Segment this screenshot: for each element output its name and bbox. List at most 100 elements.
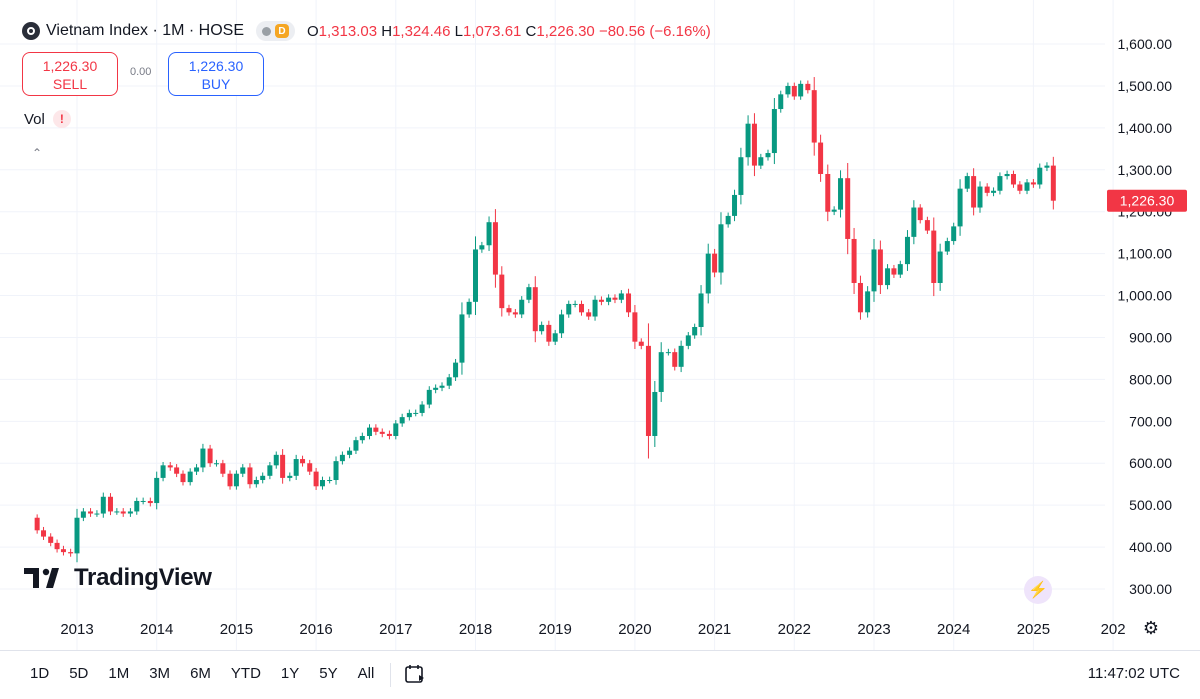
candle-body: [971, 176, 977, 208]
sell-label: SELL: [52, 76, 88, 92]
x-tick-label: 2022: [778, 621, 811, 638]
candle-body: [885, 268, 891, 286]
candle-body: [658, 352, 664, 392]
tradingview-logo[interactable]: TradingView: [24, 564, 212, 592]
candle-body: [831, 209, 837, 212]
candle-body: [692, 327, 698, 336]
candle-body: [632, 312, 638, 342]
y-tick-label: 400.00: [1129, 539, 1172, 555]
candle-body: [751, 123, 757, 166]
settings-gear-icon[interactable]: ⚙: [1142, 617, 1160, 638]
chart-header: Vietnam Index · 1M · HOSE D O1,313.03 H1…: [22, 18, 711, 44]
candle-body: [88, 511, 94, 514]
candle-body: [512, 312, 518, 315]
candle-body: [353, 440, 359, 451]
range-ytd[interactable]: YTD: [230, 665, 261, 682]
candle-body: [738, 157, 744, 195]
candle-body: [54, 542, 60, 550]
candle-body: [705, 253, 711, 294]
candle-body: [526, 287, 532, 300]
candle-body: [300, 459, 306, 464]
candle-body: [712, 253, 718, 273]
range-6m[interactable]: 6M: [190, 665, 211, 682]
candle-body: [200, 448, 206, 468]
candle-body: [911, 207, 917, 237]
toolbar-divider: [390, 663, 391, 687]
x-tick-label: 2016: [299, 621, 332, 638]
candle-body: [851, 238, 857, 283]
candle-body: [459, 314, 465, 363]
warning-icon[interactable]: !: [52, 110, 71, 128]
tradingview-logo-icon: [24, 568, 59, 588]
candle-body: [220, 463, 226, 474]
y-tick-label: 1,100.00: [1118, 246, 1173, 262]
x-tick-label: 2020: [618, 621, 651, 638]
candle-body: [167, 465, 173, 468]
candle-body: [698, 293, 704, 327]
candle-body: [100, 496, 106, 514]
candle-body: [638, 341, 644, 346]
candle-body: [997, 176, 1003, 191]
candle-body: [566, 303, 572, 315]
range-1m[interactable]: 1M: [108, 665, 130, 682]
candle-body: [652, 391, 658, 436]
candle-body: [838, 178, 844, 210]
candle-body: [160, 465, 166, 478]
range-5y[interactable]: 5Y: [319, 665, 338, 682]
range-all[interactable]: All: [357, 665, 375, 682]
candle-body: [506, 308, 512, 313]
buy-price: 1,226.30: [188, 58, 244, 74]
y-tick-label: 700.00: [1129, 413, 1172, 429]
candle-body: [1004, 173, 1010, 177]
candle-body: [685, 335, 691, 346]
x-tick-label: 2024: [937, 621, 970, 638]
candle-body: [606, 297, 612, 302]
candle-body: [877, 249, 883, 286]
candle-body: [532, 287, 538, 332]
candle-body: [174, 467, 180, 474]
buy-button[interactable]: 1,226.30 BUY: [168, 52, 264, 96]
candle-body: [732, 194, 738, 216]
symbol-title[interactable]: Vietnam Index · 1M · HOSE: [46, 22, 244, 39]
calendar-goto-icon[interactable]: [404, 663, 426, 685]
candle-body: [80, 511, 86, 518]
candle-body: [1050, 165, 1056, 201]
candle-body: [60, 549, 66, 553]
market-status-indicator[interactable]: D: [256, 21, 295, 41]
candle-body: [977, 186, 983, 208]
lightning-icon[interactable]: ⚡: [1024, 576, 1052, 604]
candle-body: [924, 220, 930, 231]
candle-body: [393, 423, 399, 436]
candle-body: [446, 377, 452, 386]
range-5d[interactable]: 5D: [69, 665, 89, 682]
candle-body: [785, 85, 791, 95]
y-tick-label: 1,600.00: [1118, 36, 1173, 52]
candle-body: [758, 157, 764, 166]
range-1d[interactable]: 1D: [30, 665, 50, 682]
candle-body: [618, 293, 624, 300]
candle-body: [68, 552, 74, 554]
x-tick-label: 2025: [1017, 621, 1050, 638]
range-1y[interactable]: 1Y: [280, 665, 300, 682]
market-open-icon: D: [275, 24, 289, 38]
candle-body: [120, 511, 126, 514]
candle-body: [492, 222, 498, 275]
sell-button[interactable]: 1,226.30 SELL: [22, 52, 118, 96]
candle-body: [313, 471, 319, 487]
candle-body: [798, 83, 804, 97]
candle-body: [598, 299, 604, 302]
candle-body: [904, 236, 910, 265]
collapse-legend-icon[interactable]: ⌃: [32, 146, 43, 160]
candle-body: [260, 475, 266, 481]
candle-body: [366, 427, 372, 436]
candle-body: [399, 417, 405, 424]
x-tick-label: 2017: [379, 621, 412, 638]
volume-legend[interactable]: Vol !: [24, 110, 71, 128]
range-3m[interactable]: 3M: [149, 665, 171, 682]
candle-body: [180, 473, 186, 483]
utc-clock[interactable]: 11:47:02 UTC: [1087, 665, 1180, 682]
candle-body: [41, 530, 47, 537]
y-tick-label: 300.00: [1129, 581, 1172, 597]
candle-body: [559, 314, 565, 334]
